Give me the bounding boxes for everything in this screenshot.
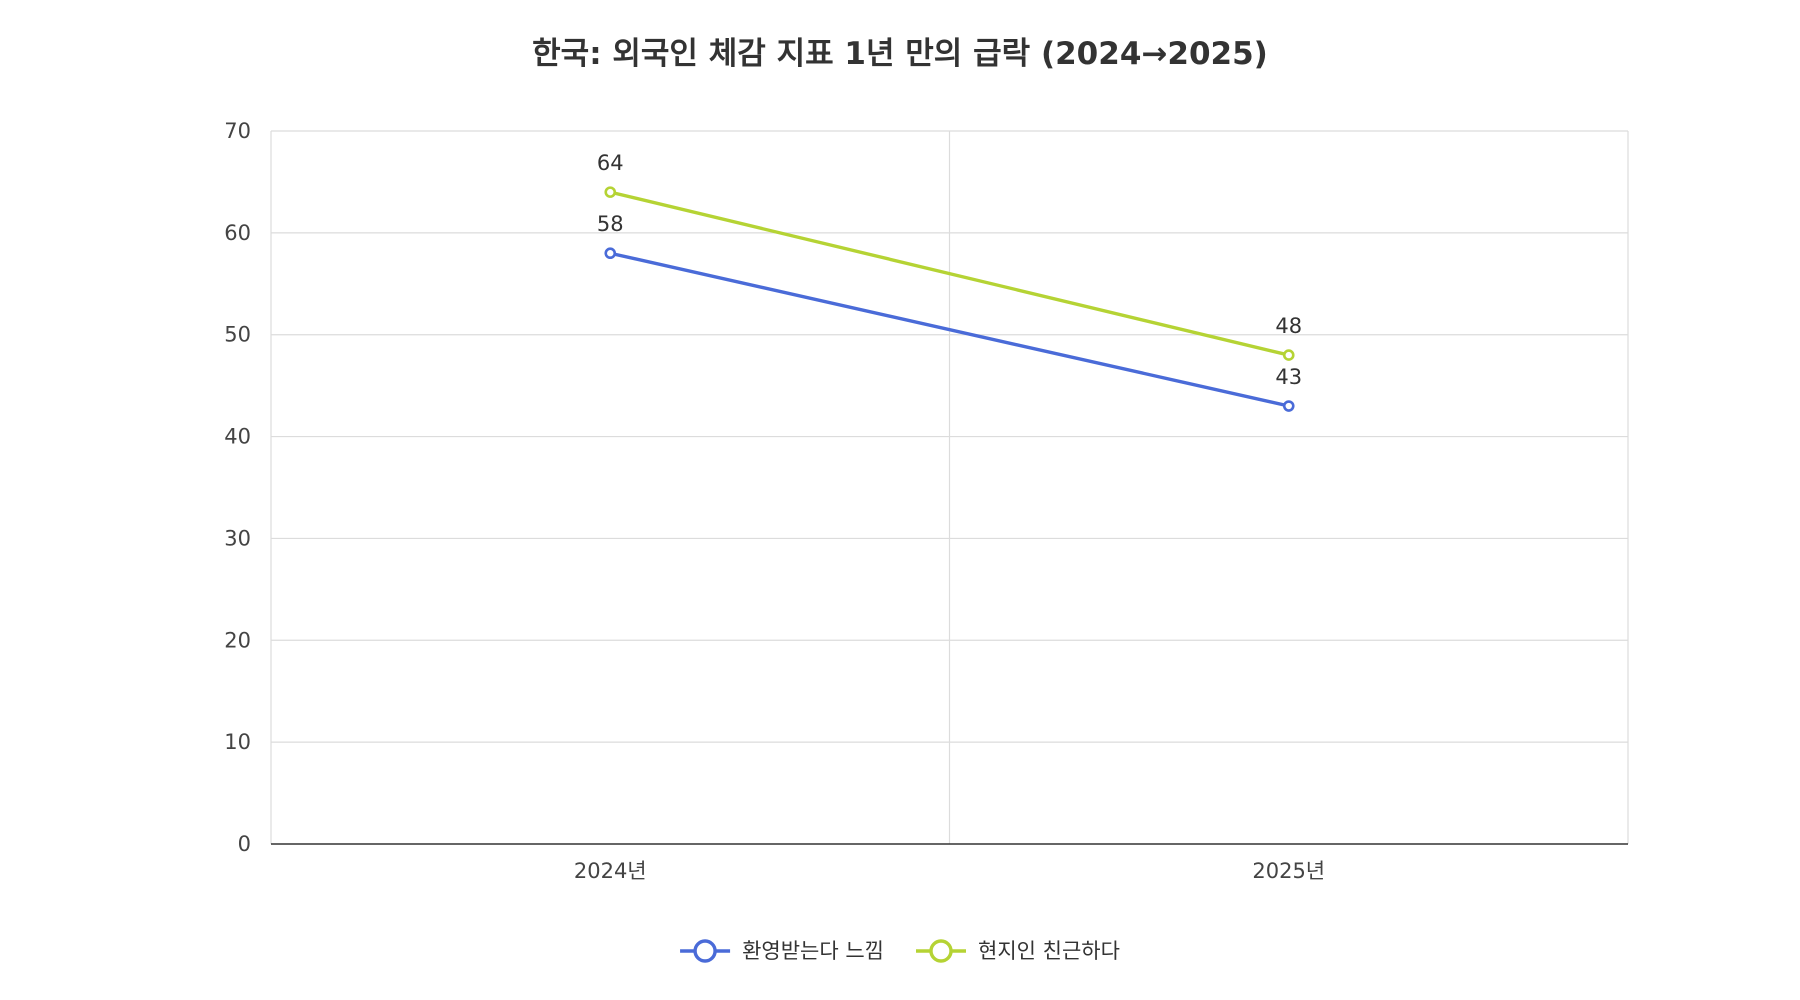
- legend-swatch-marker: [929, 939, 953, 963]
- y-tick-label: 30: [224, 526, 251, 550]
- y-tick-label: 0: [238, 832, 251, 856]
- x-tick-label: 2024년: [574, 859, 647, 883]
- series-line: [608, 251, 1291, 408]
- series-line: [608, 190, 1291, 357]
- y-tick-label: 50: [224, 323, 251, 347]
- grid: [270, 130, 1629, 844]
- legend-swatch-marker: [693, 939, 717, 963]
- legend: 환영받는다 느낌 현지인 친근하다: [680, 939, 1120, 963]
- data-point: [604, 247, 617, 260]
- y-tick-label: 10: [224, 730, 251, 754]
- data-point: [1282, 349, 1295, 361]
- y-tick-label: 60: [224, 221, 251, 245]
- data-point: [1282, 400, 1295, 412]
- y-tick-label: 20: [224, 628, 251, 652]
- x-tick-label: 2025년: [1252, 859, 1325, 883]
- y-tick-label: 40: [224, 425, 251, 449]
- axes: 0 10 20 30 40 50 60 70 2024년 2025년: [224, 119, 1628, 883]
- chart-title: 한국: 외국인 체감 지표 1년 만의 급락 (2024→2025): [532, 36, 1268, 72]
- data-label: 58: [597, 212, 624, 236]
- y-tick-label: 70: [224, 119, 251, 143]
- legend-label: 환영받는다 느낌: [742, 939, 884, 963]
- data-point: [604, 186, 617, 198]
- legend-item: 현지인 친근하다: [916, 939, 1120, 963]
- data-label: 48: [1275, 314, 1302, 338]
- legend-item: 환영받는다 느낌: [680, 939, 884, 963]
- data-label: 43: [1275, 365, 1302, 389]
- series-lines: [604, 186, 1295, 412]
- legend-label: 현지인 친근하다: [978, 939, 1120, 963]
- data-label: 64: [597, 151, 624, 175]
- data-labels: 58 43 64 48: [597, 151, 1302, 389]
